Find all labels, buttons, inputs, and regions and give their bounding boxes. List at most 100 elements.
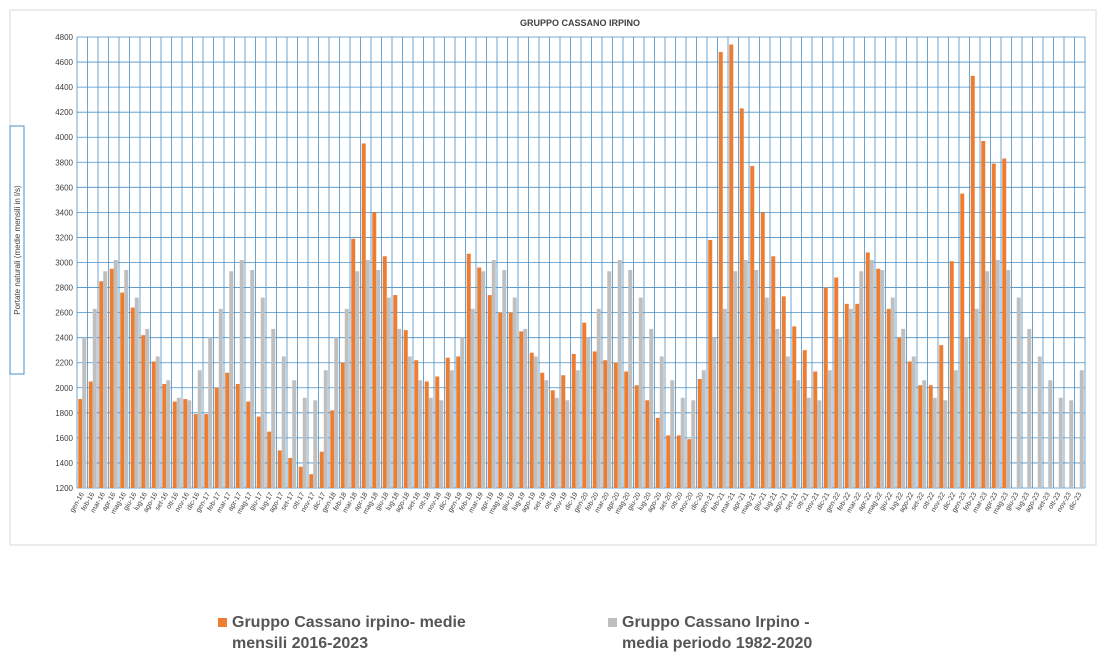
bar	[267, 431, 272, 488]
bar	[817, 400, 822, 488]
bar	[460, 337, 465, 488]
bar	[235, 384, 240, 488]
bar	[754, 270, 759, 488]
bar	[508, 312, 513, 488]
bar	[964, 337, 969, 488]
bar	[628, 270, 633, 488]
bar	[554, 397, 559, 488]
bar	[260, 297, 265, 488]
bar	[796, 380, 801, 488]
bar	[1048, 380, 1053, 488]
bar	[187, 400, 192, 488]
bar	[502, 270, 507, 488]
bar	[386, 297, 391, 488]
bar	[1016, 297, 1021, 488]
bar	[193, 414, 198, 488]
bar	[939, 345, 944, 488]
bar	[519, 331, 524, 488]
bar	[292, 380, 297, 488]
bar	[813, 371, 818, 488]
bar	[649, 328, 654, 488]
bar	[991, 163, 996, 488]
bar	[351, 238, 356, 488]
bar	[607, 271, 612, 488]
bar	[1079, 370, 1084, 488]
bar	[214, 387, 219, 488]
bar	[435, 376, 440, 488]
bar	[838, 337, 843, 488]
bar	[130, 307, 135, 488]
bar	[880, 270, 885, 488]
bar	[708, 239, 713, 488]
bar	[302, 397, 307, 488]
bar	[277, 450, 282, 488]
bar	[82, 337, 87, 488]
bar	[764, 297, 769, 488]
bar	[99, 281, 104, 488]
bar	[897, 337, 902, 488]
bar	[155, 356, 160, 488]
y-tick-label: 1600	[55, 434, 73, 443]
bar	[561, 375, 566, 488]
bar	[477, 267, 482, 488]
bar	[487, 295, 492, 488]
bar	[911, 356, 916, 488]
bar	[634, 385, 639, 488]
y-tick-label: 2000	[55, 384, 73, 393]
bar	[985, 271, 990, 488]
bar	[932, 397, 937, 488]
bar	[397, 328, 402, 488]
bar	[141, 335, 146, 488]
bar	[456, 356, 461, 488]
bar	[680, 397, 685, 488]
bar	[428, 397, 433, 488]
chart: GRUPPO CASSANO IRPINO Portate naturali (…	[9, 9, 1097, 546]
bar	[330, 410, 335, 488]
bar	[372, 212, 377, 488]
legend-item: Gruppo Cassano irpino- medie mensili 201…	[218, 612, 478, 654]
bar	[183, 399, 188, 488]
bar	[166, 380, 171, 488]
legend-swatch	[218, 618, 227, 627]
y-tick-label: 1400	[55, 459, 73, 468]
bar	[418, 380, 423, 488]
bar	[376, 270, 381, 488]
bar	[246, 401, 251, 488]
bar	[361, 143, 366, 488]
bar	[592, 351, 597, 488]
bar	[498, 312, 503, 488]
bar	[645, 400, 650, 488]
y-tick-label: 4000	[55, 133, 73, 142]
bar	[78, 399, 83, 488]
bar	[208, 337, 213, 488]
bar	[449, 370, 454, 488]
bar	[806, 397, 811, 488]
y-tick-label: 3000	[55, 259, 73, 268]
bar	[1069, 400, 1074, 488]
bar	[529, 352, 534, 488]
bar	[781, 296, 786, 488]
bar	[523, 328, 528, 488]
bar	[424, 381, 429, 488]
bar	[151, 361, 156, 488]
bar	[760, 212, 765, 488]
bar	[334, 337, 339, 488]
bar	[124, 270, 129, 488]
bar	[848, 308, 853, 488]
bar	[981, 140, 986, 488]
bar	[225, 372, 230, 488]
bar	[1058, 397, 1063, 488]
bar	[844, 303, 849, 488]
bar	[624, 371, 629, 488]
y-tick-label: 2200	[55, 359, 73, 368]
bar	[340, 362, 345, 488]
bar	[323, 370, 328, 488]
bar	[750, 166, 755, 488]
y-label-box	[9, 125, 25, 375]
bar	[565, 400, 570, 488]
bar	[785, 356, 790, 488]
bar	[918, 385, 923, 488]
bar	[481, 271, 486, 488]
bar	[596, 308, 601, 488]
